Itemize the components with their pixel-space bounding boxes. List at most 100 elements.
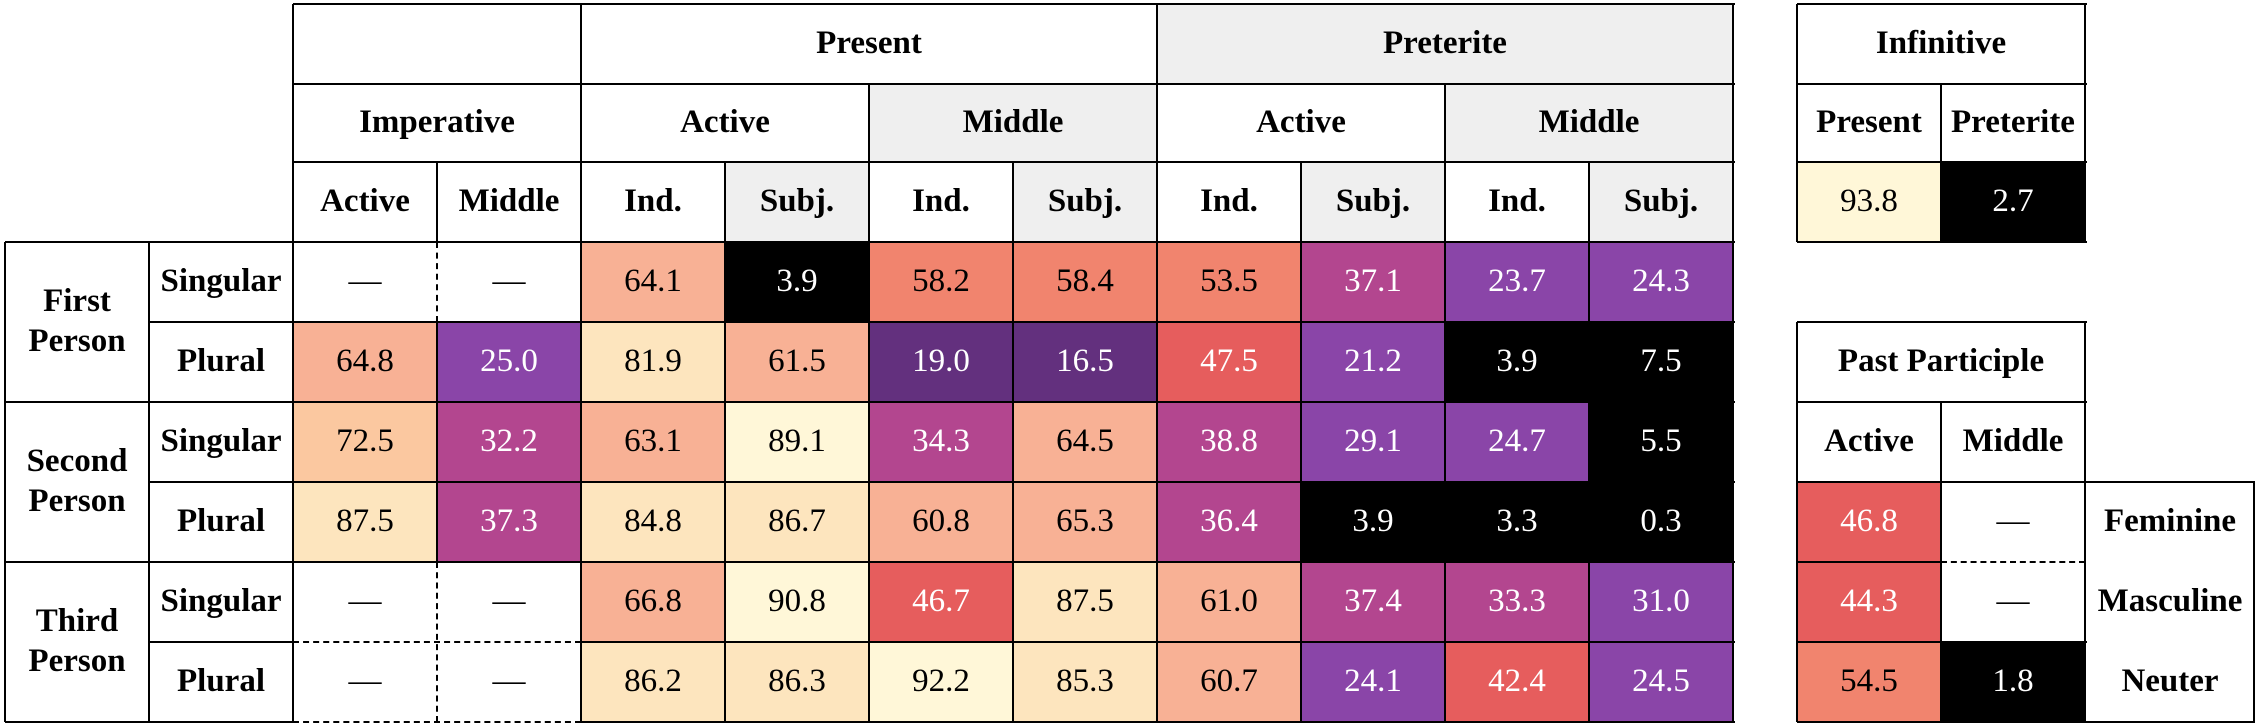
- value-cell: 24.5: [1589, 642, 1733, 722]
- value-cell: 7.5: [1589, 322, 1733, 402]
- value-cell: 23.7: [1445, 242, 1589, 322]
- header-blank: [293, 4, 581, 84]
- value-cell: 92.2: [869, 642, 1013, 722]
- grid-line: [1732, 4, 1734, 722]
- grid-line: [293, 83, 1735, 85]
- value-cell: 65.3: [1013, 482, 1157, 562]
- subheader-cell: Subj.: [1301, 162, 1445, 242]
- value-cell: 36.4: [1157, 482, 1301, 562]
- grid-line: [292, 4, 294, 722]
- value-cell: 3.3: [1445, 482, 1589, 562]
- grid-line: [2084, 322, 2086, 722]
- header-preterite: Preterite: [1157, 4, 1733, 84]
- grid-line: [5, 401, 1735, 403]
- grid-line: [4, 242, 6, 722]
- grid-line: [436, 322, 438, 562]
- value-cell: 61.0: [1157, 562, 1301, 642]
- header-present-active: Active: [680, 104, 770, 141]
- value-cell: 89.1: [725, 402, 869, 482]
- grid-line: [581, 721, 1735, 723]
- value-cell: 31.0: [1589, 562, 1733, 642]
- infinitive-preterite: Preterite: [1951, 104, 2075, 141]
- value-cell: 37.4: [1301, 562, 1445, 642]
- header-preterite-middle: Middle: [1445, 84, 1733, 162]
- row-second-person: Second Person: [26, 443, 128, 519]
- value-cell: 3.9: [1301, 482, 1445, 562]
- value-cell: —: [293, 242, 437, 322]
- infinitive-value: 2.7: [1941, 162, 2085, 242]
- participle-gender: Neuter: [2121, 663, 2219, 700]
- value-cell: 32.2: [437, 402, 581, 482]
- value-cell: 5.5: [1589, 402, 1733, 482]
- participle-value: —: [1941, 482, 2085, 562]
- value-cell: 37.1: [1301, 242, 1445, 322]
- grid-line: [1797, 161, 2087, 163]
- infinitive-title: Infinitive: [1875, 25, 2007, 62]
- row-first-person: First Person: [28, 283, 126, 359]
- grid-line: [1797, 641, 2087, 643]
- grid-line: [1797, 401, 2087, 403]
- row-plural: Plural: [177, 663, 265, 700]
- subheader-cell: Active: [320, 183, 410, 220]
- value-cell: 34.3: [869, 402, 1013, 482]
- value-cell: 66.8: [581, 562, 725, 642]
- value-cell: 58.4: [1013, 242, 1157, 322]
- value-cell: 58.2: [869, 242, 1013, 322]
- subheader-cell: Ind.: [1200, 183, 1258, 220]
- value-cell: 46.7: [869, 562, 1013, 642]
- grid-line: [293, 161, 1735, 163]
- value-cell: 64.8: [293, 322, 437, 402]
- header-present: Present: [816, 25, 922, 62]
- participle-gender: Feminine: [2104, 503, 2236, 540]
- grid-dashed-line: [1941, 561, 2085, 563]
- value-cell: 60.7: [1157, 642, 1301, 722]
- participle-gender: Masculine: [2097, 583, 2243, 620]
- value-cell: 64.5: [1013, 402, 1157, 482]
- subheader-cell: Middle: [458, 183, 560, 220]
- participle-value: 46.8: [1797, 482, 1941, 562]
- value-cell: 42.4: [1445, 642, 1589, 722]
- participle-active: Active: [1824, 423, 1914, 460]
- grid-line: [1797, 3, 2087, 5]
- value-cell: 24.3: [1589, 242, 1733, 322]
- participle-value: 54.5: [1797, 642, 1941, 722]
- grid-line: [1300, 162, 1302, 722]
- value-cell: —: [437, 562, 581, 642]
- grid-line: [149, 481, 1735, 483]
- row-third-person: Third Person: [28, 603, 126, 679]
- value-cell: 38.8: [1157, 402, 1301, 482]
- participle-value: 1.8: [1941, 642, 2085, 722]
- grid-line: [5, 561, 1735, 563]
- grid-line: [5, 241, 1735, 243]
- grid-line: [1797, 321, 2087, 323]
- grid-line: [1012, 162, 1014, 722]
- grid-line: [436, 162, 438, 242]
- row-plural: Plural: [177, 343, 265, 380]
- value-cell: —: [437, 242, 581, 322]
- value-cell: 84.8: [581, 482, 725, 562]
- value-cell: 0.3: [1589, 482, 1733, 562]
- value-cell: 16.5: [1013, 322, 1157, 402]
- value-cell: 53.5: [1157, 242, 1301, 322]
- value-cell: 3.9: [1445, 322, 1589, 402]
- grid-line: [581, 641, 1735, 643]
- row-plural: Plural: [177, 503, 265, 540]
- grid-line: [149, 641, 295, 643]
- value-cell: —: [293, 642, 437, 722]
- grid-dashed-line: [293, 721, 581, 723]
- value-cell: 85.3: [1013, 642, 1157, 722]
- grid-line: [580, 4, 582, 722]
- value-cell: 19.0: [869, 322, 1013, 402]
- row-singular: Singular: [160, 583, 282, 620]
- header-preterite-active: Active: [1256, 104, 1346, 141]
- grid-line: [1797, 721, 2255, 723]
- grid-line: [1940, 402, 1942, 722]
- value-cell: 87.5: [1013, 562, 1157, 642]
- participle-middle: Middle: [1962, 423, 2064, 460]
- value-cell: —: [437, 642, 581, 722]
- infinitive-value: 93.8: [1797, 162, 1941, 242]
- value-cell: 60.8: [869, 482, 1013, 562]
- grid-line: [868, 84, 870, 722]
- grid-line: [1796, 4, 1798, 242]
- value-cell: 24.1: [1301, 642, 1445, 722]
